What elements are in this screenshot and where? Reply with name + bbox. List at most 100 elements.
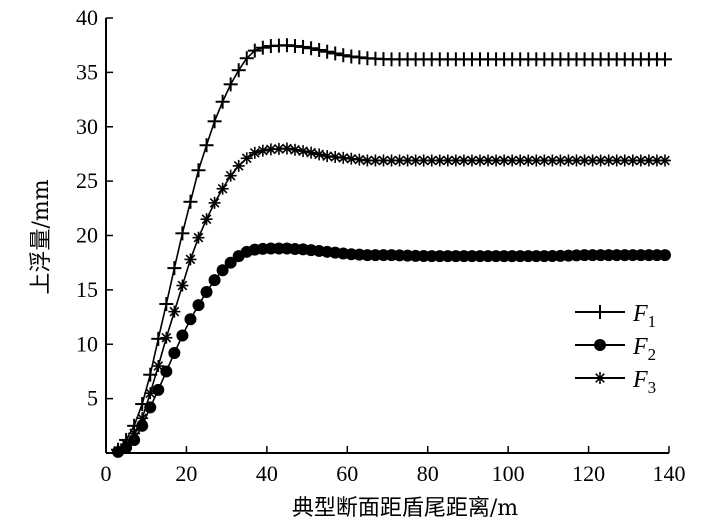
- ast-d2: [354, 154, 365, 165]
- data-point-F3: [232, 159, 245, 172]
- data-point-F3: [152, 360, 165, 372]
- legend-label: F3: [632, 367, 656, 397]
- ast-d2: [394, 155, 405, 166]
- ast-d2: [442, 155, 453, 166]
- ast-d2: [257, 145, 268, 156]
- ast-d2: [434, 155, 445, 166]
- ast-d2: [426, 155, 437, 166]
- data-point-F3: [192, 231, 205, 244]
- data-point-F3: [144, 387, 157, 400]
- x-tick-label: 60: [336, 461, 358, 486]
- y-axis-title: 上浮量/mm: [29, 179, 54, 294]
- ast-d2: [177, 280, 188, 291]
- data-point-F1: [167, 261, 182, 276]
- ast-d2: [113, 445, 123, 456]
- y-tick-label: 35: [76, 59, 98, 84]
- data-point-F3: [136, 412, 149, 425]
- data-point-F3: [441, 154, 454, 167]
- ast-d2: [652, 155, 662, 166]
- data-point-F1: [328, 46, 343, 61]
- ast-d2: [282, 143, 292, 154]
- series-layer: [111, 38, 672, 458]
- ast-d2: [322, 151, 333, 161]
- data-point-F3: [168, 305, 181, 318]
- ast-d2: [298, 146, 308, 156]
- ast-d2: [491, 155, 501, 166]
- data-point-F3: [538, 154, 551, 167]
- data-point-F2: [160, 365, 173, 378]
- ast-d2: [531, 155, 542, 166]
- ast-d2: [660, 155, 670, 166]
- series-F3: [112, 142, 671, 457]
- data-point-F3: [377, 154, 390, 167]
- data-point-F3: [280, 142, 293, 155]
- ast-d2: [450, 155, 461, 166]
- data-point-F1: [199, 138, 214, 153]
- data-point-F3: [602, 154, 615, 167]
- ast-d2: [603, 155, 614, 166]
- axes: 0 20 40 60 80 100 120 140 5 10 15 20 25 30 35 40: [76, 5, 686, 486]
- data-point-F1: [657, 52, 672, 67]
- data-point-F3: [321, 150, 334, 163]
- series-line-F2: [117, 247, 669, 453]
- ast-d2: [402, 155, 413, 166]
- data-point-F1: [215, 94, 230, 109]
- data-point-F1: [207, 114, 222, 129]
- data-point-F1: [223, 77, 238, 92]
- data-point-F2: [168, 346, 181, 359]
- data-point-F3: [240, 152, 253, 165]
- data-point-F3: [562, 154, 575, 167]
- ast-d2: [161, 332, 172, 343]
- data-point-F1: [151, 331, 166, 346]
- data-point-F3: [313, 148, 326, 161]
- y-tick-label: 10: [76, 331, 98, 356]
- legend-label-sub: 3: [648, 378, 657, 397]
- data-point-F3: [208, 196, 221, 209]
- data-point-F3: [353, 153, 366, 166]
- data-point-F3: [256, 144, 269, 157]
- ast-d2: [483, 155, 493, 166]
- data-point-F3: [224, 169, 237, 182]
- ast-d2: [225, 170, 236, 181]
- data-point-F3: [128, 427, 141, 440]
- data-point-F1: [296, 39, 311, 54]
- data-point-F1: [231, 63, 246, 78]
- ast-d2: [153, 361, 164, 371]
- ast-d2: [475, 155, 485, 166]
- ast-d2: [467, 155, 477, 166]
- data-point-F3: [184, 253, 197, 266]
- data-point-F3: [618, 154, 631, 167]
- data-point-F1: [239, 51, 254, 66]
- ast-d2: [201, 214, 212, 225]
- ast-d2: [306, 147, 316, 158]
- ast-d2: [241, 153, 252, 164]
- ast-d2: [290, 144, 300, 155]
- data-point-F2: [176, 329, 189, 342]
- data-point-F2: [216, 264, 229, 277]
- data-point-F3: [272, 142, 285, 155]
- data-point-F1: [312, 42, 327, 57]
- ast-d2: [217, 183, 228, 194]
- data-point-F3: [305, 146, 318, 159]
- ast-d2: [459, 155, 469, 166]
- ast-d2: [185, 254, 196, 265]
- data-point-F3: [465, 154, 478, 167]
- data-point-F3: [160, 331, 173, 344]
- ast-d2: [137, 413, 148, 424]
- series-F2: [112, 242, 671, 458]
- y-tick-label: 30: [76, 114, 98, 139]
- data-point-F3: [200, 213, 213, 226]
- ast-d2: [362, 155, 373, 166]
- ast-d2: [499, 155, 510, 166]
- data-point-F1: [159, 297, 174, 312]
- y-tick-label: 25: [76, 168, 98, 193]
- ast-d2: [265, 144, 276, 155]
- data-point-F2: [200, 286, 213, 299]
- data-point-F3: [337, 151, 350, 164]
- data-point-F3: [345, 152, 358, 165]
- data-point-F1: [255, 40, 270, 55]
- ast-d2: [523, 155, 534, 166]
- ast-d2: [539, 155, 550, 166]
- ast-d2: [233, 161, 244, 171]
